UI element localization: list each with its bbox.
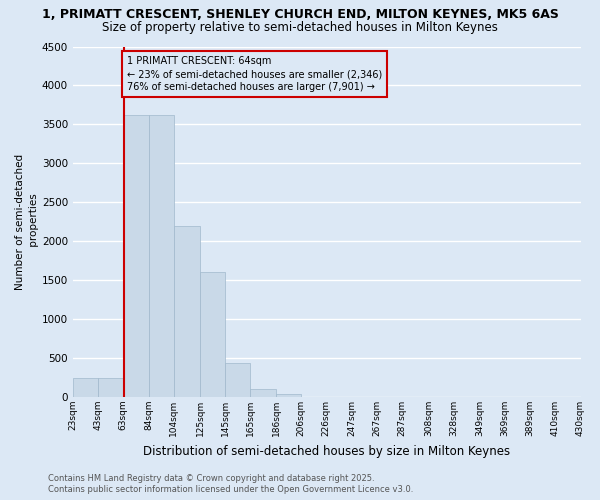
Bar bbox=[123, 115, 149, 397]
Bar bbox=[225, 362, 250, 397]
Y-axis label: Number of semi-detached
 properties: Number of semi-detached properties bbox=[15, 154, 39, 290]
Bar bbox=[200, 272, 225, 397]
Bar bbox=[73, 378, 98, 397]
Text: Size of property relative to semi-detached houses in Milton Keynes: Size of property relative to semi-detach… bbox=[102, 21, 498, 34]
Text: Contains HM Land Registry data © Crown copyright and database right 2025.
Contai: Contains HM Land Registry data © Crown c… bbox=[48, 474, 413, 494]
Text: 1 PRIMATT CRESCENT: 64sqm
← 23% of semi-detached houses are smaller (2,346)
76% : 1 PRIMATT CRESCENT: 64sqm ← 23% of semi-… bbox=[127, 56, 382, 92]
Bar bbox=[98, 378, 122, 397]
Text: 1, PRIMATT CRESCENT, SHENLEY CHURCH END, MILTON KEYNES, MK5 6AS: 1, PRIMATT CRESCENT, SHENLEY CHURCH END,… bbox=[41, 8, 559, 20]
Bar bbox=[149, 115, 173, 397]
Bar bbox=[250, 389, 276, 397]
Bar bbox=[174, 226, 200, 397]
X-axis label: Distribution of semi-detached houses by size in Milton Keynes: Distribution of semi-detached houses by … bbox=[143, 444, 510, 458]
Bar bbox=[277, 394, 301, 397]
